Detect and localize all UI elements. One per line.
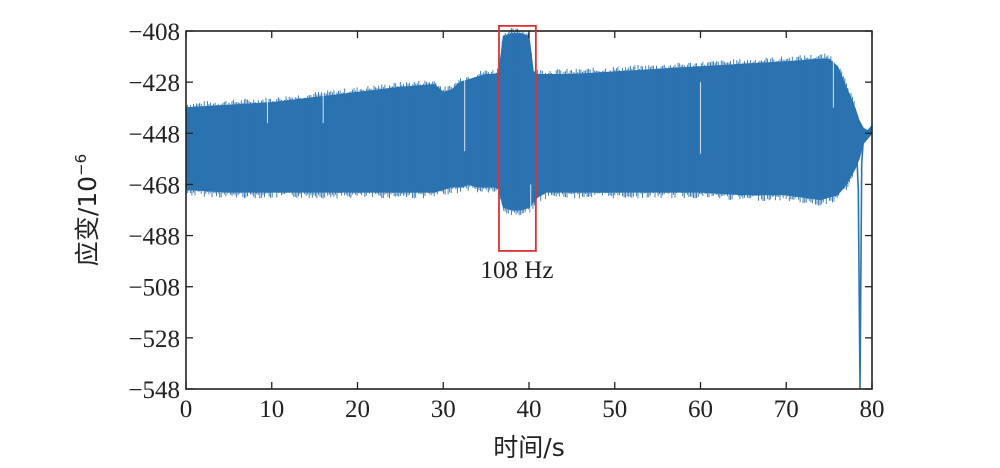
signal-dropout	[855, 138, 865, 390]
annotation-108hz: 108 Hz	[481, 257, 554, 284]
x-tick-label: 70	[774, 396, 799, 423]
y-axis-title-text: 应变/10	[73, 176, 102, 266]
y-tick-label: −428	[128, 70, 180, 97]
y-axis-title-exponent: −6	[72, 154, 90, 176]
x-tick-label: 80	[860, 396, 885, 423]
y-tick-label: −548	[128, 377, 180, 404]
x-tick-label: 50	[602, 396, 627, 423]
y-axis: −408 −428 −448 −468 −488 −508 −528 −548	[128, 19, 872, 404]
x-tick-label: 0	[180, 396, 193, 423]
x-tick-label: 20	[345, 396, 370, 423]
x-axis-title: 时间/s	[493, 433, 564, 462]
signal-jitter	[186, 28, 855, 216]
y-axis-title: 应变/10−6	[72, 154, 102, 266]
x-tick-label: 60	[688, 396, 713, 423]
highlight-box	[498, 24, 537, 252]
y-tick-label: −448	[128, 121, 180, 148]
y-tick-label: −528	[128, 326, 180, 353]
x-axis: 0 10 20 30 40 50 60 70 80	[180, 31, 885, 423]
plot-area	[185, 28, 873, 390]
x-tick-label: 10	[259, 396, 284, 423]
y-tick-label: −508	[128, 275, 180, 302]
svg-text:应变/10−6: 应变/10−6	[72, 154, 102, 266]
x-tick-label: 30	[431, 396, 456, 423]
y-tick-label: −488	[128, 224, 180, 251]
y-tick-label: −408	[128, 19, 180, 46]
y-tick-label: −468	[128, 172, 180, 199]
x-tick-label: 40	[517, 396, 542, 423]
